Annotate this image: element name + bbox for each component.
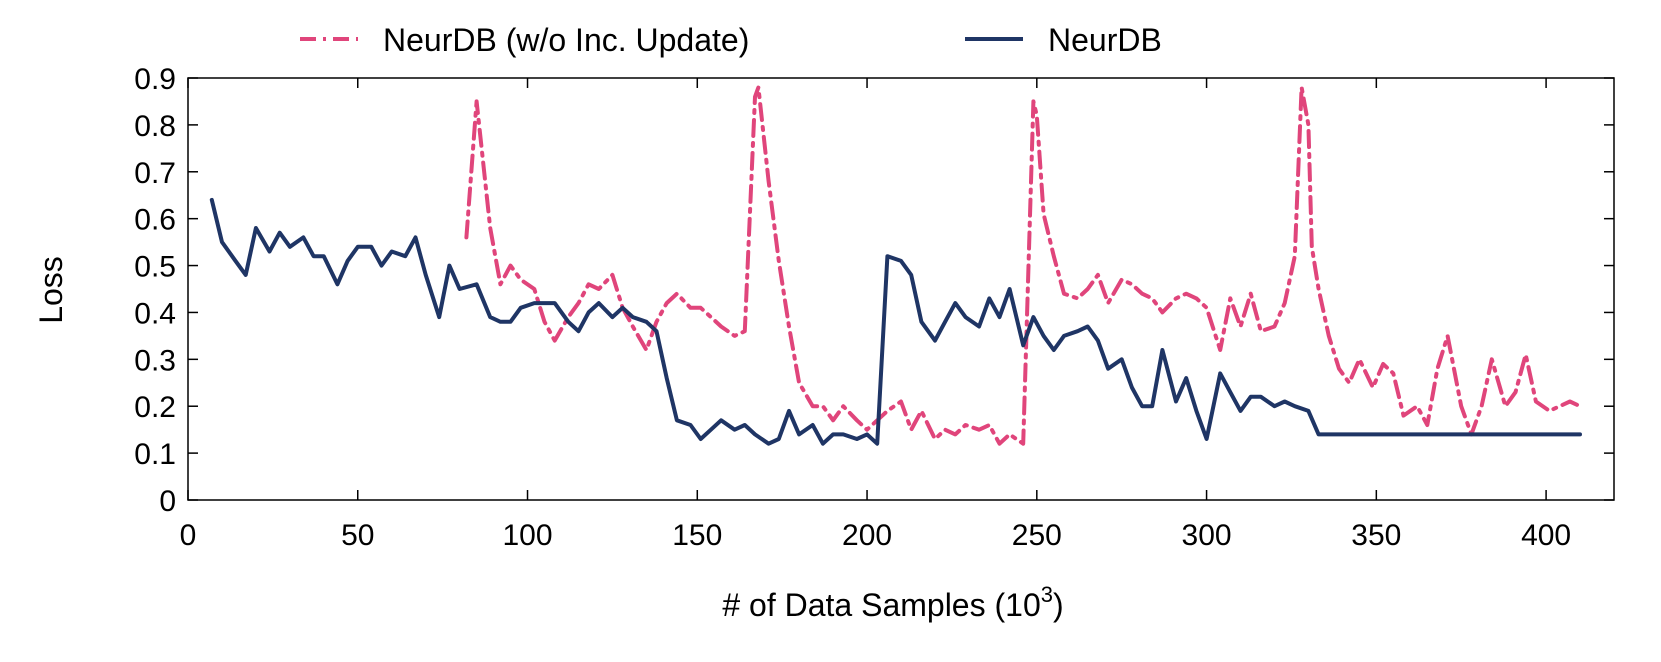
x-tick-label: 100 xyxy=(502,519,552,552)
x-tick-label: 300 xyxy=(1182,519,1232,552)
x-tick-label: 50 xyxy=(341,519,374,552)
x-tick-label: 350 xyxy=(1351,519,1401,552)
x-axis-title: # of Data Samples (103) xyxy=(722,582,1063,623)
x-tick-label: 400 xyxy=(1521,519,1571,552)
y-tick-label: 0.9 xyxy=(134,63,176,96)
y-tick-label: 0.2 xyxy=(134,391,176,424)
y-tick-label: 0.6 xyxy=(134,204,176,237)
x-tick-label: 0 xyxy=(180,519,197,552)
y-tick-label: 0.7 xyxy=(134,157,176,190)
legend-label-series-1: NeurDB xyxy=(1048,22,1162,58)
y-axis-title: Loss xyxy=(33,256,69,324)
axis-ticks xyxy=(187,77,1614,501)
y-tick-label: 0.8 xyxy=(134,110,176,143)
series-layer xyxy=(209,85,1582,446)
legend: NeurDB (w/o Inc. Update) NeurDB xyxy=(300,22,1162,58)
y-tick-label: 0.4 xyxy=(134,297,176,330)
y-tick-label: 0 xyxy=(159,485,176,518)
series-line-1 xyxy=(209,197,1582,446)
plot-frame xyxy=(187,77,1615,501)
x-axis-title-suffix: ) xyxy=(1053,587,1064,623)
series-line-0 xyxy=(464,85,1582,446)
x-tick-label: 200 xyxy=(842,519,892,552)
x-tick-label: 150 xyxy=(672,519,722,552)
x-tick-label: 250 xyxy=(1012,519,1062,552)
tick-labels: 0 50 100 150 200 250 300 350 400 0 0.1 0.2 0.3 0.4 0.5… xyxy=(134,63,1571,552)
x-axis-title-main: # of Data Samples (10 xyxy=(722,587,1040,623)
legend-label-series-0: NeurDB (w/o Inc. Update) xyxy=(383,22,749,58)
y-tick-label: 0.1 xyxy=(134,438,176,471)
y-tick-label: 0.3 xyxy=(134,344,176,377)
x-axis-title-superscript: 3 xyxy=(1041,582,1053,607)
y-tick-label: 0.5 xyxy=(134,251,176,284)
